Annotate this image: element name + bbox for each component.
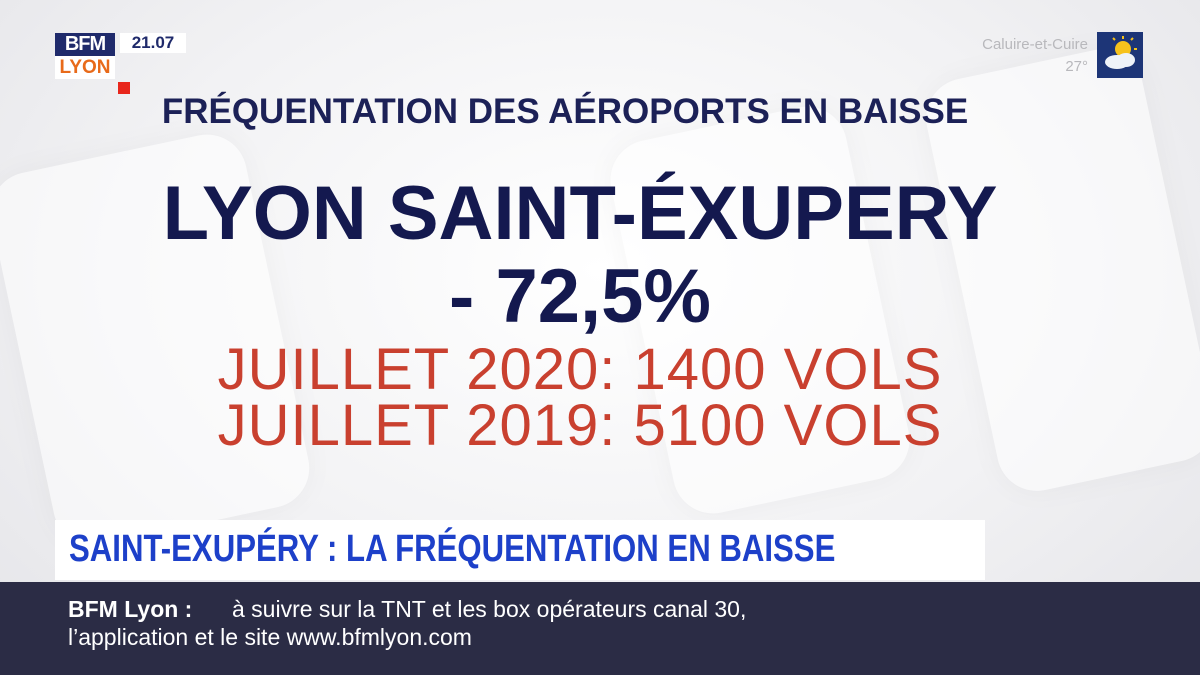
logo-bottom: LYON — [55, 56, 115, 79]
change-figure: - 72,5% — [449, 254, 711, 339]
stat-line: JUILLET 2020: 1400 VOLS — [217, 337, 943, 402]
stat-line: JUILLET 2019: 5100 VOLS — [217, 393, 943, 458]
ticker: BFM Lyon : à suivre sur la TNT et les bo… — [0, 582, 1200, 675]
ticker-label: BFM Lyon : — [68, 596, 193, 622]
logo-accent — [118, 82, 130, 94]
ticker-text: à suivre sur la TNT et les box opérateur… — [232, 596, 747, 622]
ticker-text: l’application et le site www.bfmlyon.com — [68, 624, 472, 650]
weather-city: Caluire-et-Cuire — [982, 36, 1088, 53]
lower-third-text: SAINT-EXUPÉRY : LA FRÉQUENTATION EN BAIS… — [69, 528, 836, 570]
weather-icon — [1097, 32, 1143, 78]
main-title: LYON SAINT-ÉXUPERY — [162, 171, 998, 256]
clock: 21.07 — [120, 33, 186, 53]
headline: FRÉQUENTATION DES AÉROPORTS EN BAISSE — [161, 92, 969, 131]
logo-top: BFM — [55, 33, 115, 56]
weather-temp: 27° — [1065, 58, 1088, 75]
lower-third: SAINT-EXUPÉRY : LA FRÉQUENTATION EN BAIS… — [55, 520, 985, 580]
channel-logo: BFM LYON — [55, 33, 115, 79]
